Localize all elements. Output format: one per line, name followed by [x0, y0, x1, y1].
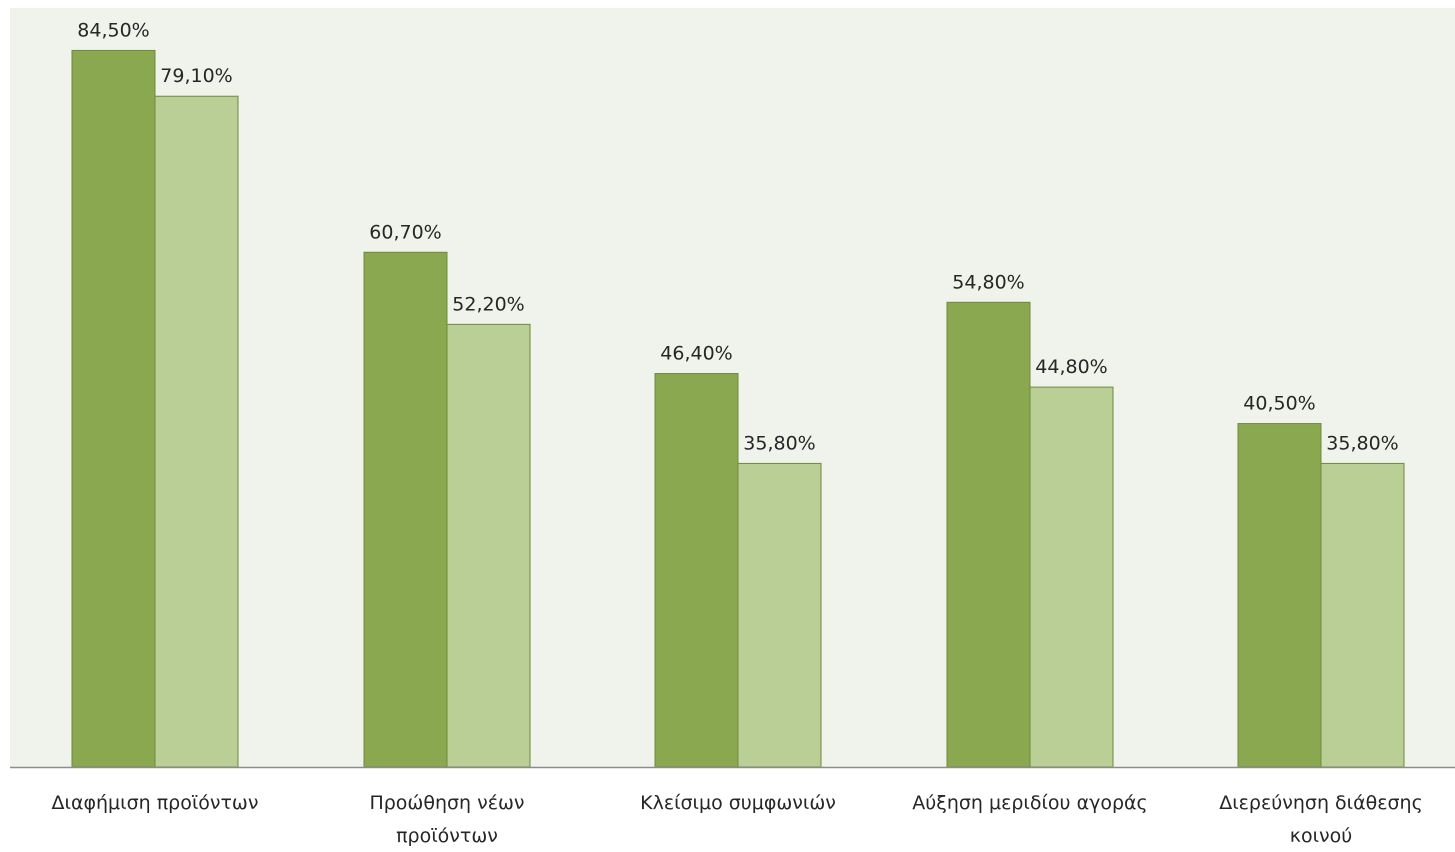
data-label: 54,80% — [952, 271, 1024, 293]
bar-series-1-cat-5 — [1237, 423, 1322, 768]
data-label: 52,20% — [452, 293, 524, 315]
data-label: 46,40% — [660, 343, 732, 365]
bar-series-2-cat-3 — [737, 462, 822, 768]
bar-series-2-cat-5 — [1320, 462, 1405, 768]
category-label: Αύξηση μεριδίου αγοράς — [912, 792, 1147, 814]
category-label: Κλείσιμο συμφωνιών — [640, 792, 836, 814]
bar-series-1-cat-2 — [363, 251, 448, 768]
bar-series-1-cat-3 — [654, 373, 739, 768]
data-label: 44,80% — [1035, 356, 1107, 378]
data-label: 84,50% — [77, 19, 149, 41]
data-label: 79,10% — [160, 65, 232, 87]
data-label: 35,80% — [1326, 432, 1398, 454]
bar-series-2-cat-4 — [1029, 386, 1114, 768]
category-label: Διαφήμιση προϊόντων — [52, 792, 259, 814]
category-label-group: Διαφήμιση προϊόντων Προώθηση νέων προϊόντω… — [52, 792, 1423, 847]
category-label: προϊόντων — [396, 825, 498, 847]
bar-group — [71, 49, 1405, 768]
data-label: 40,50% — [1243, 393, 1315, 415]
data-label-group: 84,50% 79,10% 60,70% 52,20% 46,40% 35,80% 54,8… — [77, 19, 1398, 454]
bar-series-1-cat-4 — [946, 301, 1031, 768]
category-label: κοινού — [1290, 825, 1352, 847]
bar-series-2-cat-1 — [154, 95, 239, 768]
bar-series-2-cat-2 — [446, 323, 531, 768]
category-label: Προώθηση νέων — [369, 792, 524, 814]
data-label: 35,80% — [743, 432, 815, 454]
bar-series-1-cat-1 — [71, 49, 156, 768]
data-label: 60,70% — [369, 221, 441, 243]
category-label: Διερεύνηση διάθεσης — [1219, 792, 1423, 814]
